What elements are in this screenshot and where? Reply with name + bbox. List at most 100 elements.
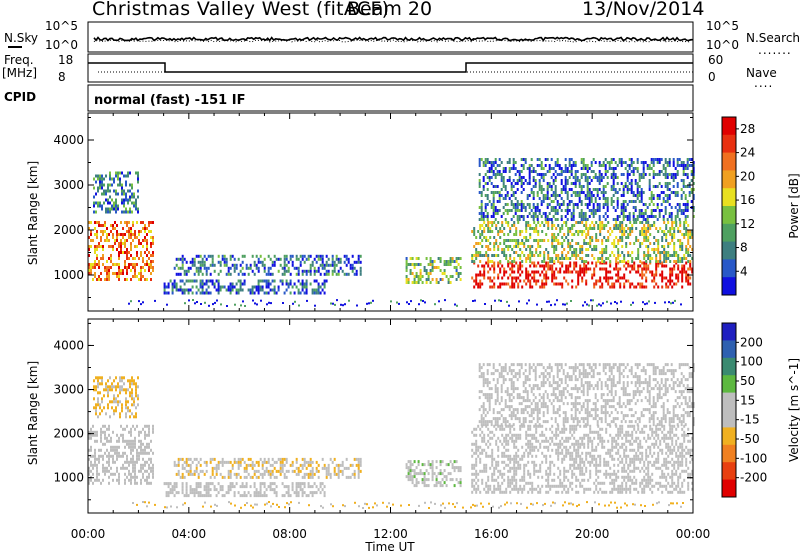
heatmap-cell (607, 221, 610, 224)
heatmap-cell (119, 177, 121, 181)
freq-panel (87, 53, 694, 83)
heatmap-cell (113, 409, 115, 413)
heatmap-cell (427, 478, 430, 482)
heatmap-cell (497, 273, 500, 277)
heatmap-cell (269, 257, 272, 261)
heatmap-cell (223, 475, 226, 479)
heatmap-cell (563, 430, 566, 434)
heatmap-cell (203, 291, 206, 295)
heatmap-cell (122, 233, 124, 236)
heatmap-cell (592, 206, 595, 209)
heatmap-cell (498, 164, 501, 167)
heatmap-cell (546, 300, 548, 303)
heatmap-cell (607, 270, 610, 274)
heatmap-cell (586, 182, 589, 185)
heatmap-cell (606, 203, 609, 206)
heatmap-cell (507, 276, 510, 280)
heatmap-cell (235, 472, 238, 476)
heatmap-cell (491, 264, 494, 268)
heatmap-cell (655, 257, 658, 260)
heatmap-cell (497, 254, 500, 257)
heatmap-cell (518, 170, 521, 173)
heatmap-cell (523, 236, 526, 239)
heatmap-cell (483, 433, 486, 437)
heatmap-cell (617, 279, 620, 283)
noise-tick-right-bottom: 10^0 (706, 38, 739, 52)
heatmap-cell (118, 439, 120, 443)
heatmap-cell (309, 475, 312, 479)
heatmap-cell (124, 427, 126, 431)
heatmap-cell (687, 233, 690, 236)
heatmap-cell (103, 388, 105, 392)
heatmap-cell (124, 263, 126, 266)
heatmap-cell (636, 188, 639, 191)
heatmap-cell (116, 263, 118, 266)
heatmap-cell (570, 170, 573, 173)
heatmap-cell (688, 194, 691, 197)
heatmap-cell (245, 263, 248, 267)
heatmap-cell (110, 260, 112, 263)
heatmap-cell (615, 221, 618, 224)
heatmap-cell (181, 491, 184, 495)
heatmap-cell (530, 191, 533, 194)
heatmap-cell (549, 460, 552, 464)
heatmap-cell (90, 427, 92, 431)
heatmap-cell (505, 439, 508, 443)
heatmap-cell (583, 260, 586, 263)
heatmap-cell (134, 463, 136, 467)
heatmap-cell (673, 267, 676, 271)
heatmap-cell (301, 491, 304, 495)
heatmap-cell (136, 254, 138, 257)
heatmap-cell (108, 451, 110, 455)
heatmap-cell (596, 176, 599, 179)
heatmap-cell (575, 251, 578, 254)
heatmap-cell (122, 454, 124, 458)
heatmap-cell (185, 469, 188, 473)
heatmap-cell (502, 212, 505, 215)
heatmap-cell (675, 221, 678, 224)
heatmap-cell (473, 230, 476, 233)
heatmap-cell (495, 227, 498, 230)
heatmap-cell (653, 273, 656, 277)
heatmap-cell (425, 272, 428, 275)
heatmap-cell (167, 482, 170, 486)
heatmap-cell (653, 285, 656, 289)
heatmap-cell (652, 161, 655, 164)
heatmap-cell (539, 487, 542, 491)
heatmap-cell (237, 460, 240, 464)
heatmap-cell (613, 224, 616, 227)
heatmap-cell (152, 469, 154, 473)
heatmap-cell (521, 454, 524, 458)
heatmap-cell (571, 239, 574, 242)
heatmap-cell (429, 260, 432, 263)
heatmap-cell (610, 161, 613, 164)
heatmap-cell (195, 463, 198, 467)
heatmap-cell (126, 224, 128, 227)
heatmap-cell (532, 176, 535, 179)
heatmap-cell (439, 278, 442, 281)
heatmap-cell (116, 224, 118, 227)
heatmap-cell (285, 279, 288, 283)
heatmap-cell (281, 457, 284, 461)
heatmap-cell (613, 282, 616, 286)
heatmap-cell (670, 173, 673, 176)
heatmap-cell (573, 267, 576, 271)
heatmap-cell (423, 266, 426, 269)
heatmap-cell (425, 469, 428, 473)
heatmap-cell (88, 472, 90, 476)
heatmap-cell (638, 212, 641, 215)
heatmap-cell (614, 167, 617, 170)
heatmap-cell (271, 279, 274, 283)
heatmap-cell (519, 248, 522, 251)
heatmap-cell (621, 276, 624, 280)
heatmap-cell (119, 388, 121, 392)
heatmap-cell (181, 257, 184, 261)
heatmap-cell (273, 263, 276, 267)
heatmap-cell (551, 267, 554, 271)
heatmap-cell (203, 254, 206, 258)
heatmap-cell (148, 257, 150, 260)
heatmap-cell (622, 218, 625, 221)
heatmap-cell (552, 215, 555, 218)
heatmap-cell (177, 257, 180, 261)
heatmap-cell (586, 197, 589, 200)
